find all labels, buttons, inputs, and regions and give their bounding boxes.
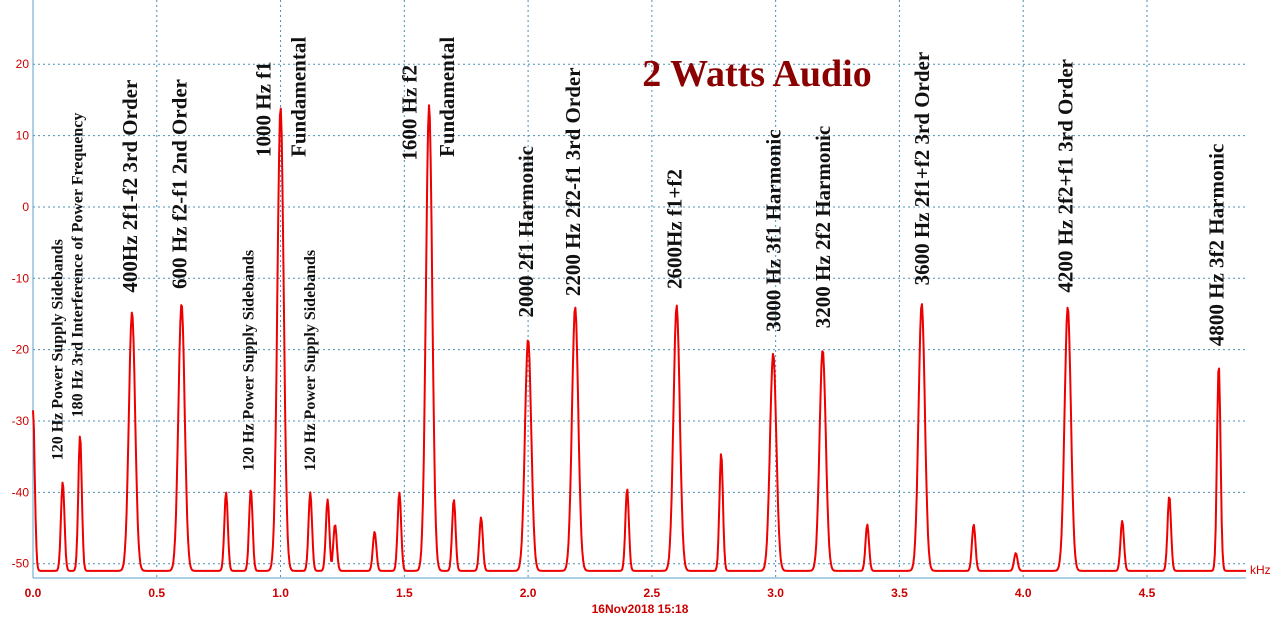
peak-annotation: 180 Hz 3rd Interference of Power Frequen… bbox=[70, 113, 87, 418]
grid bbox=[33, 0, 1246, 578]
annotations: 120 Hz Power Supply Sidebands 180 Hz 3rd … bbox=[50, 37, 1229, 471]
x-tick-label: 1.0 bbox=[272, 586, 289, 600]
timestamp: 16Nov2018 15:18 bbox=[592, 602, 689, 616]
y-tick-labels: 20 10 0 -10 -20 -30 -40 -50 bbox=[12, 57, 30, 571]
chart-title: 2 Watts Audio bbox=[642, 53, 871, 95]
x-tick-label: 0.5 bbox=[148, 586, 165, 600]
y-tick-label: 20 bbox=[16, 57, 30, 71]
spectrum-trace bbox=[32, 104, 1247, 572]
peak-annotation: Fundamental bbox=[286, 37, 310, 157]
peak-annotation: 1000 Hz f1 bbox=[252, 61, 276, 157]
peak-annotation: 2000 2f1 Harmonic bbox=[514, 146, 538, 317]
peak-annotation: 4800 Hz 3f2 Harmonic bbox=[1205, 144, 1229, 346]
peak-annotation: 120 Hz Power Supply Sidebands bbox=[50, 239, 67, 460]
peak-annotation: Fundamental bbox=[435, 37, 459, 157]
x-unit-label: kHz bbox=[1250, 563, 1271, 577]
y-tick-label: -30 bbox=[12, 414, 30, 428]
y-tick-label: -20 bbox=[12, 343, 30, 357]
y-tick-label: 0 bbox=[22, 200, 29, 214]
peak-annotation: 600 Hz f2-f1 2nd Order bbox=[168, 79, 192, 289]
peak-annotation: 2600Hz f1+f2 bbox=[663, 169, 687, 289]
y-tick-label: -50 bbox=[12, 557, 30, 571]
y-tick-label: -10 bbox=[12, 271, 30, 285]
x-tick-label: 4.5 bbox=[1139, 586, 1156, 600]
peak-annotation: 3600 Hz 2f1+f2 3rd Order bbox=[910, 52, 934, 286]
peak-annotation: 1600 Hz f2 bbox=[398, 65, 422, 161]
x-tick-labels: 0.0 0.5 1.0 1.5 2.0 2.5 3.0 3.5 4.0 4.5 bbox=[25, 586, 1156, 600]
x-tick-label: 3.0 bbox=[767, 586, 784, 600]
x-tick-label: 0.0 bbox=[25, 586, 42, 600]
x-tick-label: 2.5 bbox=[644, 586, 661, 600]
peak-annotation: 120 Hz Power Supply Sidebands bbox=[240, 250, 257, 471]
y-tick-label: 10 bbox=[16, 129, 30, 143]
x-tick-label: 3.5 bbox=[891, 586, 908, 600]
y-tick-label: -40 bbox=[12, 485, 30, 499]
x-tick-label: 2.0 bbox=[520, 586, 537, 600]
peak-annotation: 3000 Hz 3f1 Harmonic bbox=[762, 129, 786, 331]
axes bbox=[32, 0, 1246, 579]
peak-annotation: 400Hz 2f1-f2 3rd Order bbox=[118, 80, 142, 293]
peak-annotation: 4200 Hz 2f2+f1 3rd Order bbox=[1054, 59, 1078, 293]
x-tick-label: 1.5 bbox=[396, 586, 413, 600]
peak-annotation: 2200 Hz 2f2-f1 3rd Order bbox=[561, 67, 585, 296]
peak-annotation: 120 Hz Power Supply Sidebands bbox=[302, 250, 319, 471]
peak-annotation: 3200 Hz 2f2 Harmonic bbox=[811, 126, 835, 328]
x-tick-label: 4.0 bbox=[1015, 586, 1032, 600]
